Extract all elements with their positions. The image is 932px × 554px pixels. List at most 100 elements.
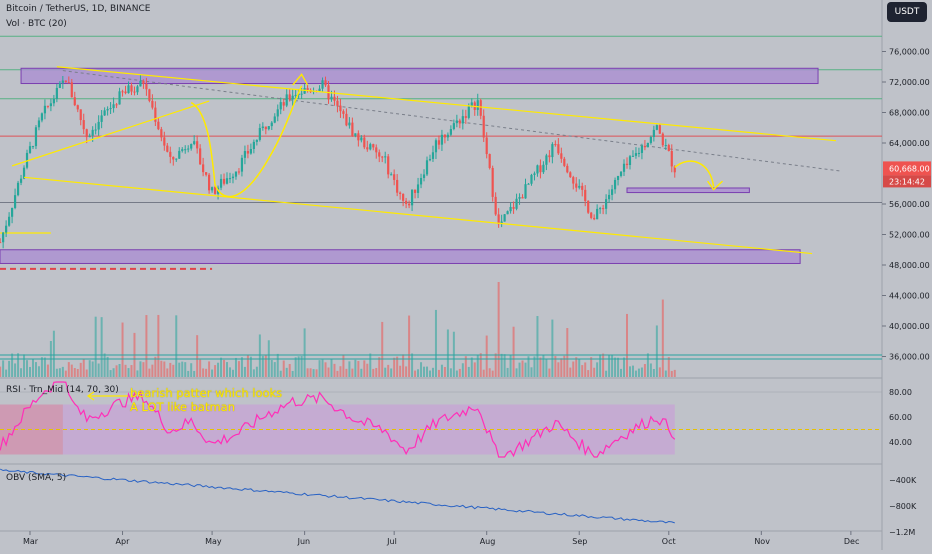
volume-bar	[237, 361, 240, 377]
obv-label[interactable]: OBV (SMA, 5)	[6, 473, 67, 483]
candle-body	[578, 185, 581, 188]
time-tick-label: Dec	[844, 537, 859, 546]
volume-bar	[354, 359, 357, 377]
volume-bar	[411, 353, 414, 377]
candle-body	[222, 178, 226, 184]
volume-bar	[640, 367, 643, 377]
volume-bar	[228, 367, 231, 377]
candle-body	[178, 150, 181, 159]
volume-bar	[536, 316, 539, 377]
volume-bar	[85, 369, 88, 377]
volume-bar	[620, 368, 623, 377]
candle-body	[434, 140, 438, 153]
volume-bar	[43, 357, 46, 377]
candle-body	[610, 189, 614, 195]
volume-bar	[294, 357, 297, 377]
candle-body	[363, 137, 366, 148]
candle-body	[210, 187, 214, 191]
volume-bar	[515, 368, 518, 377]
volume-bar	[479, 353, 482, 377]
candle-body	[228, 178, 232, 180]
time-tick-label: Nov	[754, 537, 770, 546]
candle-body	[551, 144, 554, 158]
candle-body	[82, 120, 85, 130]
candle-body	[369, 144, 372, 150]
candle-body	[402, 193, 405, 201]
volume-bar	[243, 366, 246, 377]
volume-bar	[554, 356, 557, 377]
volume-bar	[348, 361, 351, 377]
candle-body	[416, 184, 420, 193]
candle-body	[485, 137, 488, 155]
volume-bar	[560, 358, 563, 377]
volume-bar	[8, 360, 11, 377]
volume-bar	[46, 364, 49, 377]
candle-body	[142, 80, 145, 84]
volume-bar	[169, 362, 172, 377]
candle-body	[569, 172, 572, 178]
volume-bar	[527, 356, 530, 377]
volume-bar	[428, 370, 431, 377]
candle-body	[339, 105, 342, 112]
candle-body	[157, 121, 160, 130]
annotation-line-2: A LOT like batman	[130, 400, 236, 414]
volume-label[interactable]: Vol · BTC (20)	[6, 19, 67, 29]
volume-bar	[82, 359, 85, 377]
volume-bar	[605, 370, 608, 377]
batman-arrow-head	[292, 73, 309, 86]
volume-bar	[187, 370, 190, 377]
volume-bar	[103, 353, 106, 377]
volume-bar	[545, 359, 548, 377]
candle-body	[351, 122, 354, 136]
volume-bar	[23, 354, 26, 377]
volume-bar	[211, 369, 214, 377]
candle-body	[557, 144, 560, 154]
candle-body	[581, 185, 584, 190]
volume-bar	[614, 357, 617, 377]
volume-bar	[34, 362, 37, 377]
candle-body	[255, 139, 258, 142]
candle-body	[285, 94, 288, 106]
volume-bar	[426, 366, 429, 377]
volume-bar	[494, 353, 497, 377]
volume-bar	[652, 368, 655, 377]
rsi-label[interactable]: RSI · Trn_Mid (14, 70, 30)	[6, 385, 119, 395]
volume-bar	[470, 357, 473, 377]
volume-bar	[91, 361, 94, 377]
candle-body	[16, 182, 20, 196]
rsi-tick-label: 40.00	[889, 438, 912, 447]
symbol-title[interactable]: Bitcoin / TetherUS, 1D, BINANCE	[6, 4, 151, 14]
candle-body	[566, 165, 569, 173]
candle-body	[97, 121, 100, 130]
volume-bar	[318, 360, 321, 377]
volume-bar	[37, 366, 40, 377]
volume-bar	[175, 315, 178, 377]
candle-body	[575, 183, 578, 188]
candle-body	[425, 160, 429, 175]
candle-body	[488, 154, 491, 168]
volume-bar	[31, 358, 34, 377]
volume-bar	[599, 354, 602, 377]
candle-body	[390, 174, 393, 176]
volume-bar	[327, 367, 330, 377]
volume-bar	[458, 368, 461, 377]
candle-body	[267, 126, 270, 130]
volume-bar	[482, 369, 485, 377]
volume-bar	[658, 367, 661, 377]
currency-button[interactable]: USDT	[887, 2, 927, 22]
volume-bar	[602, 353, 605, 377]
candle-body	[151, 100, 154, 108]
candle-body	[37, 120, 41, 128]
volume-bar	[643, 364, 646, 377]
candle-body	[348, 122, 351, 126]
volume-bar	[608, 355, 611, 377]
volume-bar	[623, 357, 626, 377]
candle-body	[52, 98, 55, 104]
candle-body	[240, 157, 244, 172]
candle-body	[100, 115, 103, 122]
candle-body	[381, 156, 384, 158]
candle-body	[625, 163, 629, 165]
candle-body	[106, 109, 109, 111]
volume-bar	[533, 356, 536, 377]
